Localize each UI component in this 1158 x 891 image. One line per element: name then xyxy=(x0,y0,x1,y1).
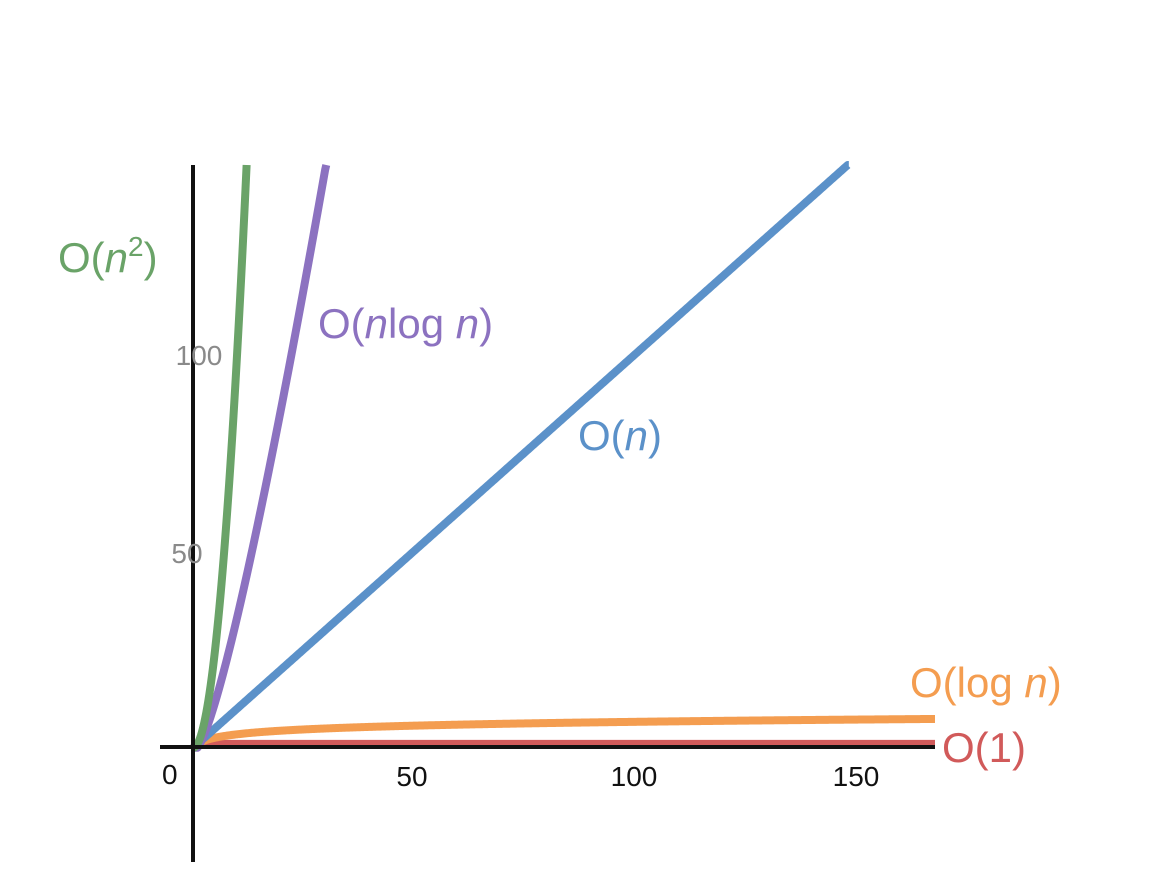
series-label-log-n: O(log n) xyxy=(910,659,1062,706)
x-tick-label-50: 50 xyxy=(396,761,427,792)
y-tick-label-100: 100 xyxy=(176,340,223,371)
series-label-constant: O(1) xyxy=(942,724,1026,771)
origin-label: 0 xyxy=(162,759,178,790)
curves-group xyxy=(190,161,938,752)
series-label-n-log-n: O(nlog n) xyxy=(318,300,493,347)
series-label-n-squared: O(n2) xyxy=(58,231,158,281)
series-label-n: O(n) xyxy=(578,412,662,459)
series-line-logn xyxy=(190,714,938,751)
x-tick-label-150: 150 xyxy=(833,761,880,792)
y-tick-label-50: 50 xyxy=(171,538,202,569)
x-tick-label-100: 100 xyxy=(611,761,658,792)
series-line-n2 xyxy=(190,164,251,752)
series-line-n xyxy=(190,161,852,751)
series-line-nlogn xyxy=(190,164,331,752)
